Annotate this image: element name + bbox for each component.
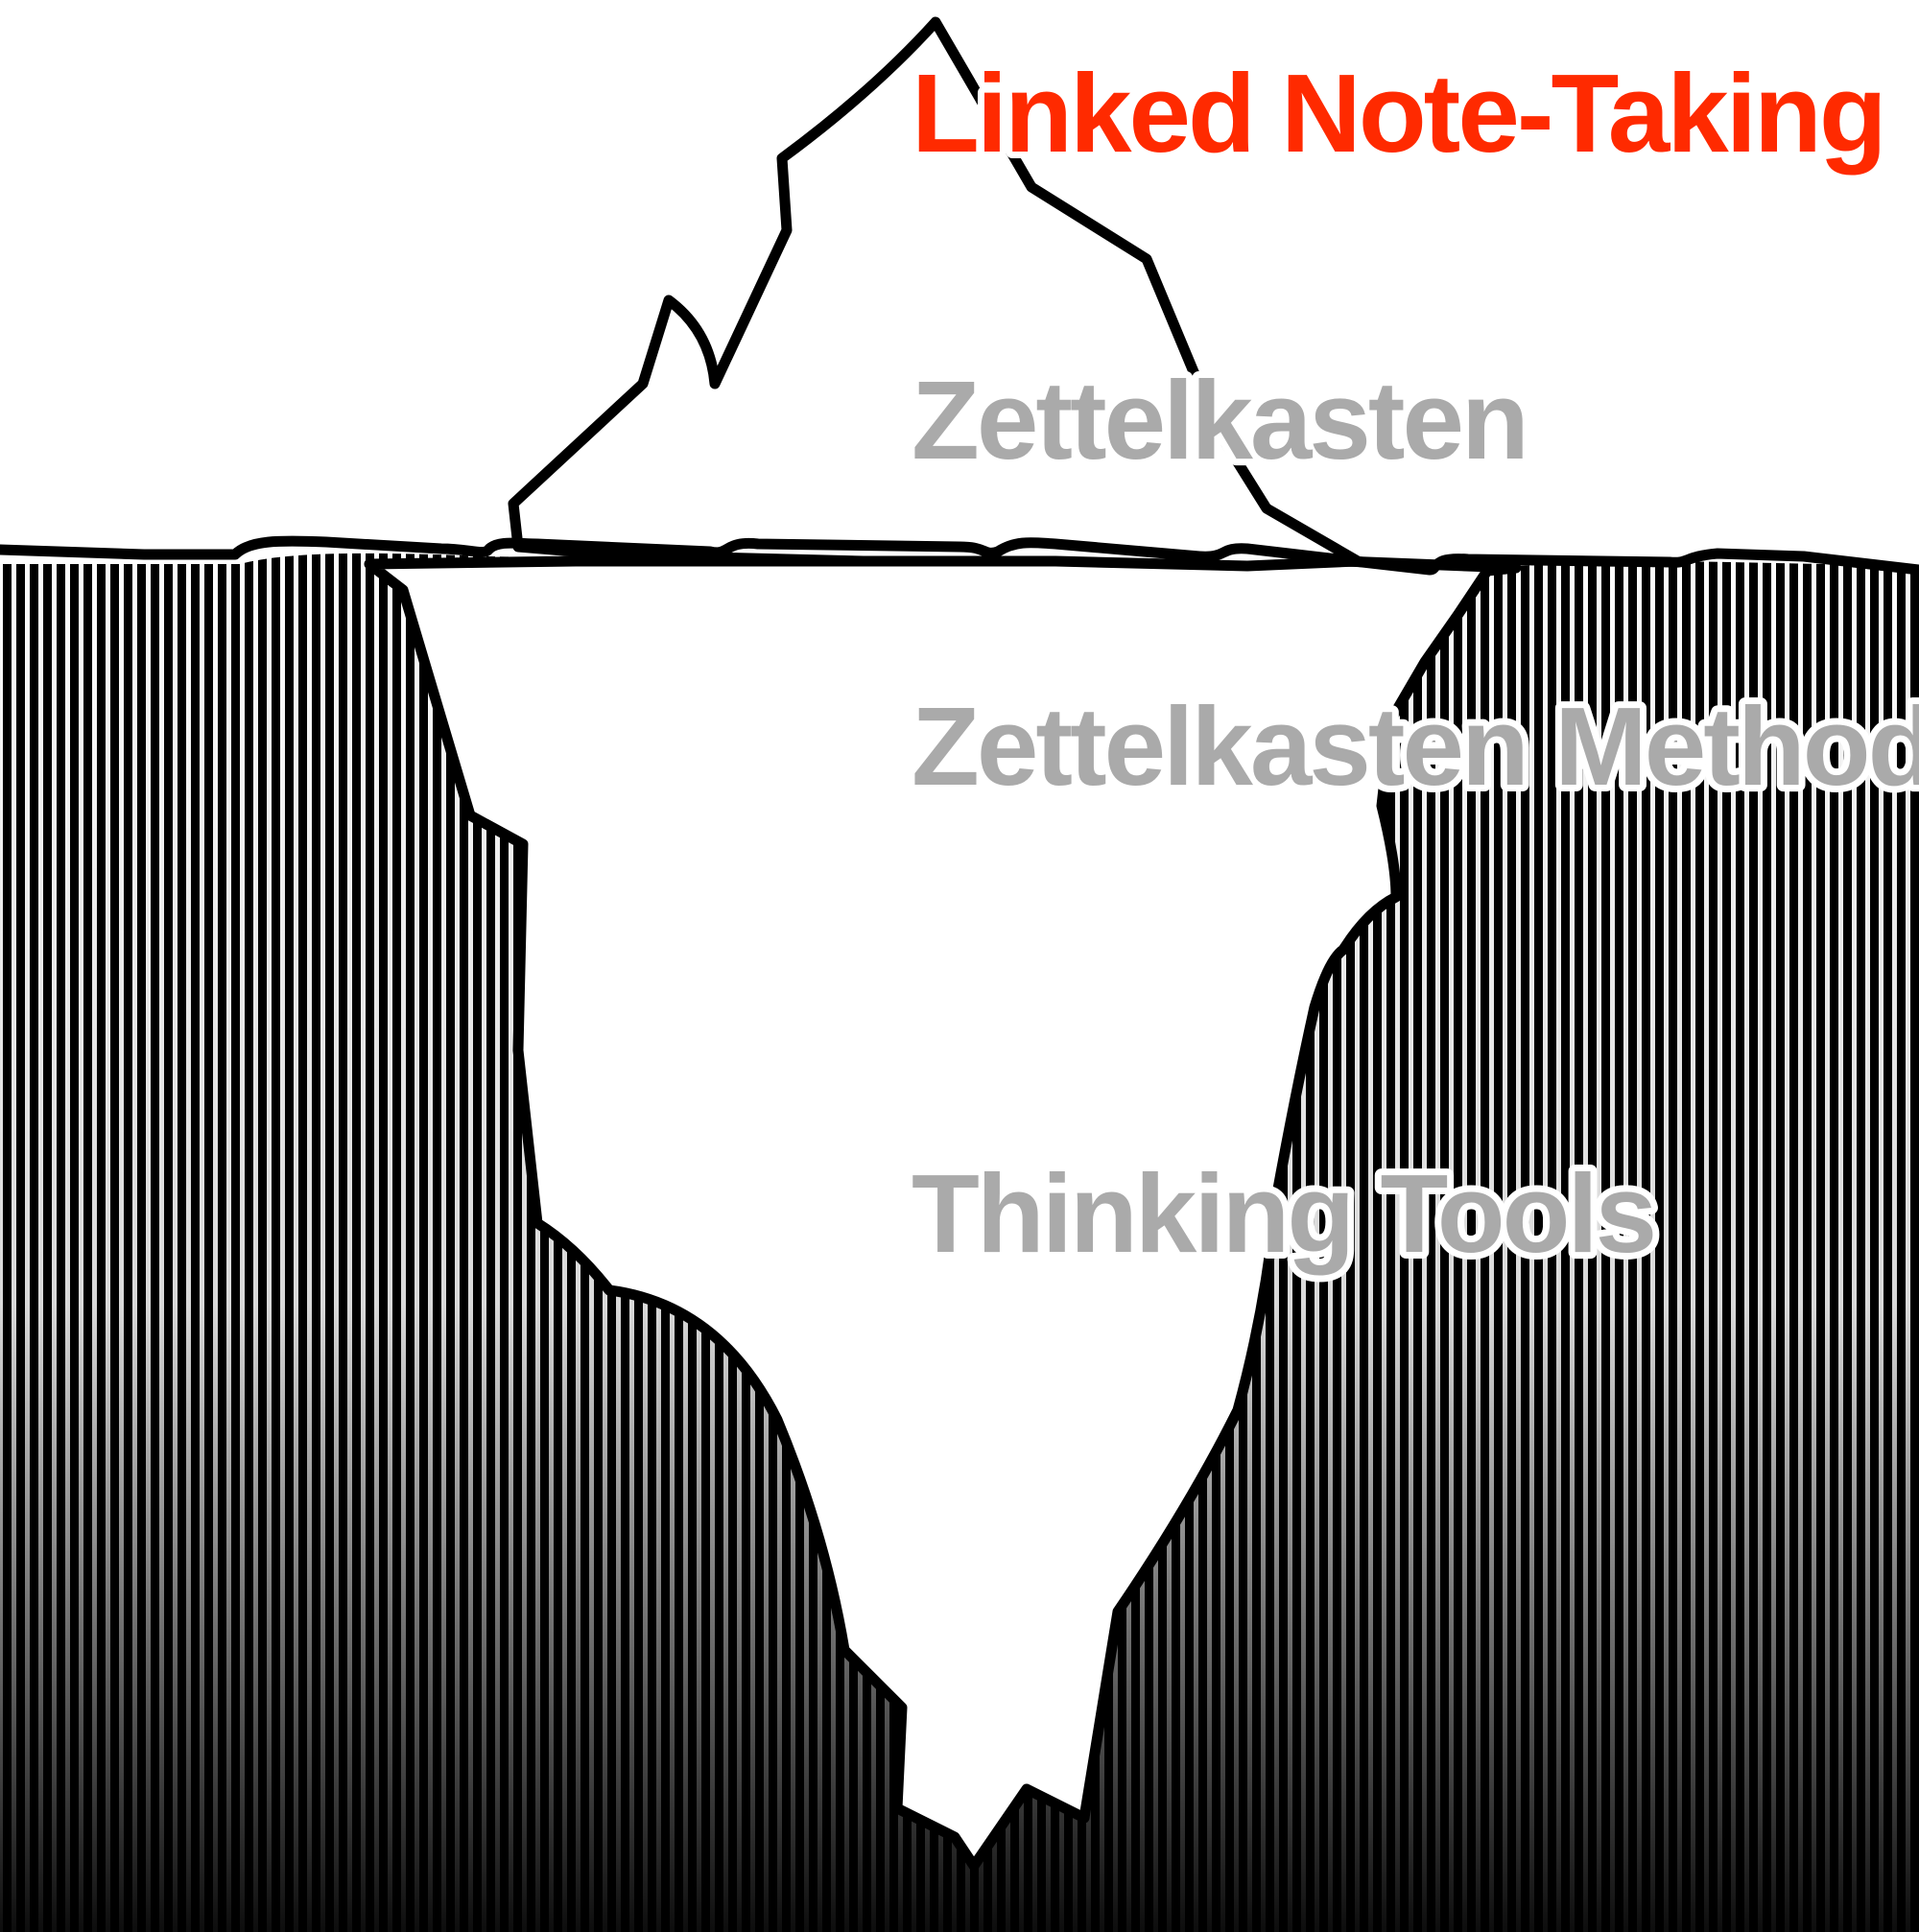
label-zettelkasten-method: Zettelkasten Method bbox=[912, 684, 1919, 809]
iceberg-underwater-body bbox=[364, 555, 1522, 1872]
label-zettelkasten: Zettelkasten bbox=[912, 358, 1527, 483]
label-thinking-tools: Thinking Tools bbox=[912, 1151, 1654, 1276]
waterline bbox=[0, 535, 1919, 576]
iceberg-peak bbox=[508, 16, 1363, 572]
label-linked-note-taking: Linked Note-Taking bbox=[912, 51, 1884, 176]
layer-labels: Linked Note-Taking Zettelkasten Zettelka… bbox=[905, 44, 1919, 1283]
